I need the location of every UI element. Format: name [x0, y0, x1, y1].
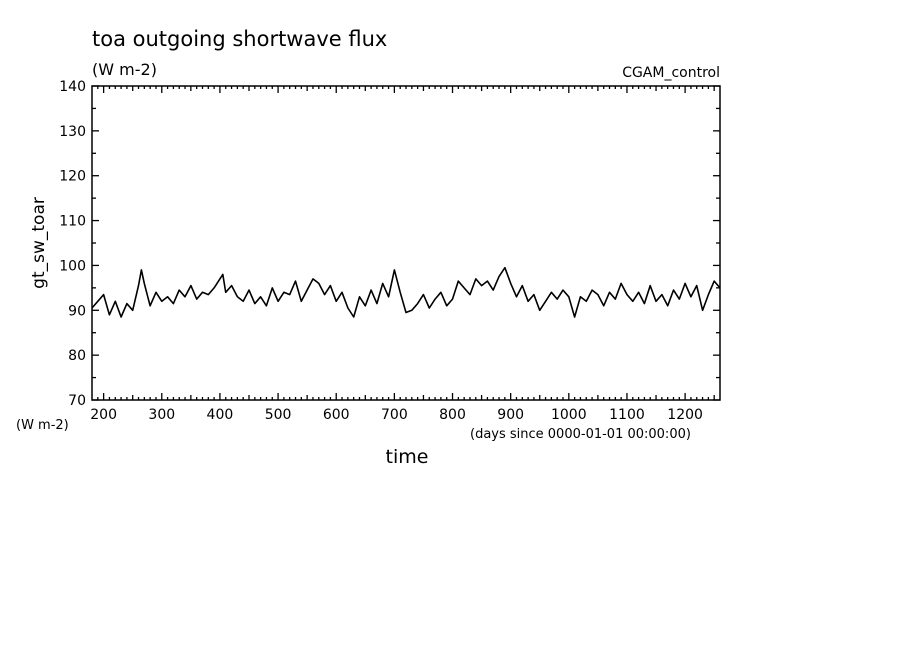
x-tick-label: 800	[439, 407, 466, 423]
x-axis-tick-labels: 200 300 400 500 600 700 800 900 1000 1100 1200	[90, 407, 703, 423]
chart-subtitle-unit: (W m-2)	[92, 60, 157, 79]
x-tick-label: 500	[265, 407, 292, 423]
run-label: CGAM_control	[622, 65, 720, 81]
x-axis-unit: (days since 0000-01-01 00:00:00)	[470, 427, 691, 442]
y-axis-ticks	[92, 85, 720, 401]
x-tick-label: 700	[381, 407, 408, 423]
y-axis-tick-labels: 70 80 90 100 110 120 130 140	[59, 79, 86, 409]
chart-title: toa outgoing shortwave flux	[92, 27, 387, 51]
x-tick-label: 600	[323, 407, 350, 423]
y-tick-label: 120	[59, 169, 86, 185]
x-tick-label: 200	[90, 407, 117, 423]
series-line	[91, 266, 721, 318]
x-tick-label: 1100	[609, 407, 645, 423]
y-tick-label: 70	[68, 393, 86, 409]
y-tick-label: 90	[68, 303, 86, 319]
y-tick-label: 100	[59, 258, 86, 274]
y-tick-label: 110	[59, 214, 86, 230]
x-tick-label: 300	[148, 407, 175, 423]
y-axis-unit: (W m-2)	[16, 418, 69, 433]
x-tick-label: 1000	[551, 407, 587, 423]
x-axis-label: time	[386, 446, 429, 468]
plot-frame	[91, 85, 721, 401]
y-tick-label: 130	[59, 124, 86, 140]
y-tick-label: 140	[59, 79, 86, 95]
x-tick-label: 1200	[667, 407, 703, 423]
y-tick-label: 80	[68, 348, 86, 364]
y-axis-label: gt_sw_toar	[29, 197, 49, 289]
x-tick-label: 400	[207, 407, 234, 423]
x-axis-ticks	[97, 86, 715, 400]
x-tick-label: 900	[497, 407, 524, 423]
